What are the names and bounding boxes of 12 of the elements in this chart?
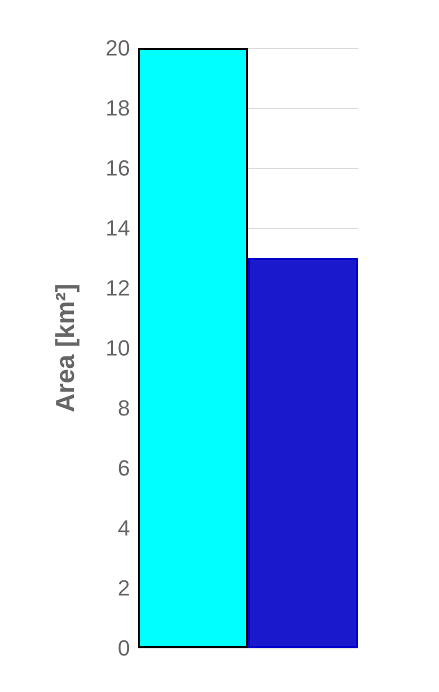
- y-tick-label: 8: [118, 396, 130, 420]
- y-tick-label: 16: [106, 156, 130, 180]
- y-tick-label: 14: [106, 216, 130, 240]
- y-tick-label: 0: [118, 636, 130, 660]
- y-tick-label: 10: [106, 336, 130, 360]
- y-tick-label: 12: [106, 276, 130, 300]
- y-tick-label: 20: [106, 36, 130, 60]
- y-axis-title: Area [km²]: [50, 284, 80, 412]
- y-tick-label: 2: [118, 576, 130, 600]
- y-tick-label: 6: [118, 456, 130, 480]
- y-tick-label: 4: [118, 516, 130, 540]
- y-tick-label: 18: [106, 96, 130, 120]
